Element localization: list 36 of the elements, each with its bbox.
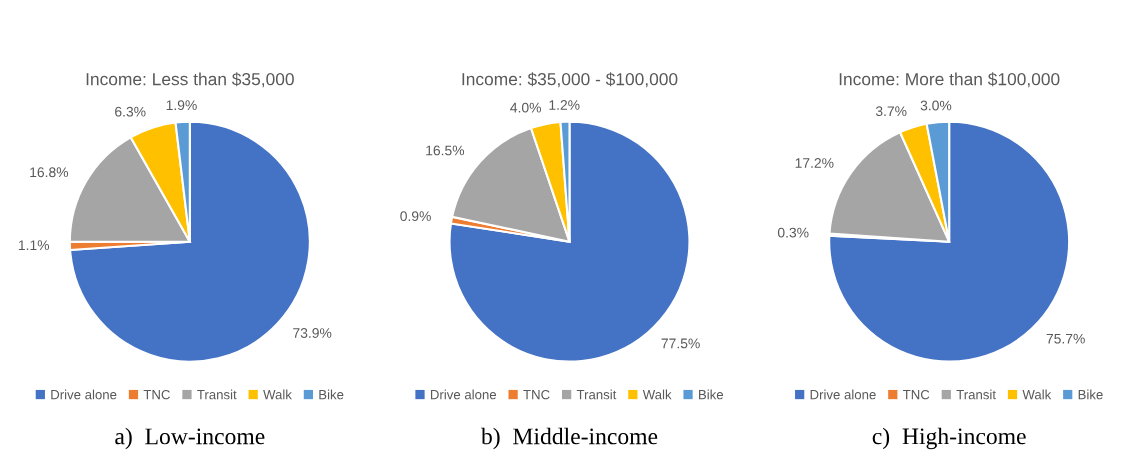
data-label: 3.7%: [875, 106, 907, 117]
legend-label: Walk: [1022, 389, 1052, 400]
data-label: 17.2%: [795, 158, 834, 168]
data-label: 4.0%: [510, 102, 541, 113]
legend-label: TNC: [902, 389, 930, 400]
chart-title: Income: Less than $35,000: [86, 72, 294, 88]
legend-label: TNC: [523, 389, 550, 400]
data-label: 16.5%: [426, 145, 465, 156]
text: a) Low-income: [115, 427, 265, 450]
data-label: 0.9%: [400, 211, 431, 222]
legend-label: Transit: [197, 389, 237, 400]
slice-label: Drive alone: [810, 389, 876, 400]
data-label: 77.5%: [661, 338, 700, 349]
data-label: 3.0%: [920, 100, 952, 111]
legend-label: Drive alone: [51, 389, 117, 400]
legend-label: Bike: [1078, 389, 1103, 400]
chart-title: Income: $35,000 - $100,000: [462, 72, 678, 88]
text: b) Middle-income: [480, 427, 658, 450]
legend-label: TNC: [143, 389, 170, 400]
chart-title: Income: More than $100,000: [839, 72, 1060, 88]
legend-label: Transit: [956, 389, 996, 400]
data-label: 1.9%: [166, 100, 197, 111]
data-label: 1.1%: [18, 240, 50, 251]
text: c) High-income: [872, 427, 1026, 450]
data-label: 75.7%: [1046, 333, 1085, 344]
legend-label: Bike: [699, 389, 724, 400]
legend-label: Walk: [642, 389, 672, 400]
data-label: 0.3%: [777, 227, 809, 238]
legend-label: Transit: [576, 389, 617, 400]
legend-label: Walk: [263, 389, 292, 400]
slice-label: Drive alone: [430, 389, 497, 400]
legend-label: Bike: [319, 389, 344, 400]
data-label: 73.9%: [293, 328, 332, 338]
data-label: 16.8%: [30, 167, 69, 178]
data-label: 6.3%: [115, 106, 146, 117]
data-label: 1.2%: [549, 100, 580, 110]
